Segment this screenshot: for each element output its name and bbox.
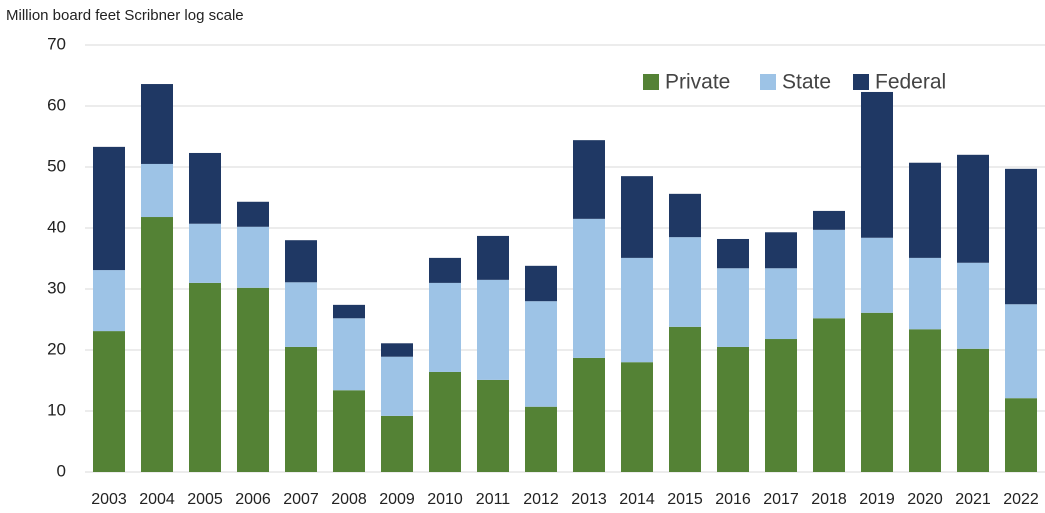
legend-swatch: [643, 74, 659, 90]
bar-segment: [765, 232, 797, 269]
bar-segment: [141, 217, 173, 472]
bar-segment: [285, 240, 317, 283]
bar-segment: [621, 362, 653, 472]
bar-segment: [189, 152, 221, 224]
bar-segment: [573, 357, 605, 472]
bar-segment: [93, 146, 125, 271]
x-tick-label: 2013: [571, 491, 607, 508]
bar-segment: [909, 329, 941, 472]
bar-segment: [333, 390, 365, 472]
x-tick-label: 2019: [859, 491, 895, 508]
bar-segment: [525, 265, 557, 302]
x-tick-label: 2007: [283, 491, 319, 508]
x-tick-label: 2020: [907, 491, 943, 508]
bar-segment: [285, 282, 317, 347]
x-tick-label: 2012: [523, 491, 559, 508]
bar-segment: [93, 331, 125, 472]
bar-segment: [381, 343, 413, 357]
legend-label: Federal: [875, 71, 946, 94]
x-tick-label: 2004: [139, 491, 175, 508]
bar-segment: [141, 163, 173, 218]
legend-label: State: [782, 71, 831, 94]
bar-segment: [477, 379, 509, 472]
bar-segment: [573, 140, 605, 219]
bar-segment: [813, 210, 845, 230]
x-tick-label: 2011: [476, 491, 511, 508]
bar-segment: [381, 415, 413, 472]
legend-label: Private: [665, 71, 730, 94]
bar-segment: [1005, 168, 1037, 305]
bar-segment: [765, 268, 797, 340]
bar-segment: [813, 318, 845, 472]
y-tick-label: 70: [47, 34, 66, 53]
bar-segment: [189, 223, 221, 283]
bar-segment: [237, 201, 269, 227]
bar-segment: [717, 238, 749, 269]
x-tick-label: 2017: [763, 491, 799, 508]
bar-segment: [669, 237, 701, 327]
bar-segment: [429, 282, 461, 372]
legend-swatch: [853, 74, 869, 90]
bar-segment: [189, 282, 221, 472]
x-tick-label: 2014: [619, 491, 655, 508]
y-tick-label: 40: [47, 217, 66, 236]
bar-segment: [477, 235, 509, 280]
x-tick-label: 2008: [331, 491, 367, 508]
bar-segment: [573, 218, 605, 358]
x-tick-label: 2009: [379, 491, 415, 508]
x-tick-label: 2016: [715, 491, 751, 508]
x-tick-label: 2010: [427, 491, 463, 508]
y-tick-label: 50: [47, 156, 66, 175]
x-tick-label: 2003: [91, 491, 127, 508]
bar-segment: [813, 229, 845, 319]
y-tick-label: 10: [47, 400, 66, 419]
y-tick-label: 20: [47, 339, 66, 358]
bar-segment: [381, 356, 413, 416]
bar-segment: [621, 257, 653, 363]
bar-segment: [621, 176, 653, 258]
y-tick-label: 30: [47, 278, 66, 297]
bar-segment: [285, 346, 317, 472]
bar-segment: [957, 154, 989, 263]
x-tick-label: 2005: [187, 491, 223, 508]
bar-segment: [861, 312, 893, 472]
bar-segment: [237, 226, 269, 288]
bar-segment: [333, 318, 365, 391]
bar-segment: [861, 91, 893, 238]
bar-segment: [909, 257, 941, 330]
bar-segment: [237, 287, 269, 472]
legend-swatch: [760, 74, 776, 90]
y-tick-label: 60: [47, 95, 66, 114]
x-tick-label: 2021: [955, 491, 991, 508]
y-axis-label: Million board feet Scribner log scale: [6, 7, 244, 24]
bar-segment: [333, 304, 365, 319]
bar-segment: [957, 348, 989, 472]
bar-segment: [861, 237, 893, 313]
x-tick-label: 2018: [811, 491, 847, 508]
bar-segment: [765, 339, 797, 472]
bar-segment: [525, 406, 557, 472]
bar-segment: [429, 257, 461, 283]
bar-segment: [93, 270, 125, 332]
x-tick-label: 2022: [1003, 491, 1039, 508]
bar-segment: [717, 268, 749, 347]
x-tick-label: 2015: [667, 491, 703, 508]
bar-segment: [669, 193, 701, 238]
bar-segment: [1005, 398, 1037, 472]
bar-segment: [477, 279, 509, 380]
y-tick-label: 0: [57, 461, 66, 480]
bar-segment: [717, 346, 749, 472]
bar-segment: [429, 371, 461, 472]
bar-segment: [909, 162, 941, 258]
bar-segment: [669, 326, 701, 472]
x-tick-label: 2006: [235, 491, 271, 508]
bar-segment: [957, 262, 989, 349]
bar-segment: [525, 301, 557, 407]
bar-segment: [1005, 304, 1037, 399]
bar-segment: [141, 84, 173, 164]
